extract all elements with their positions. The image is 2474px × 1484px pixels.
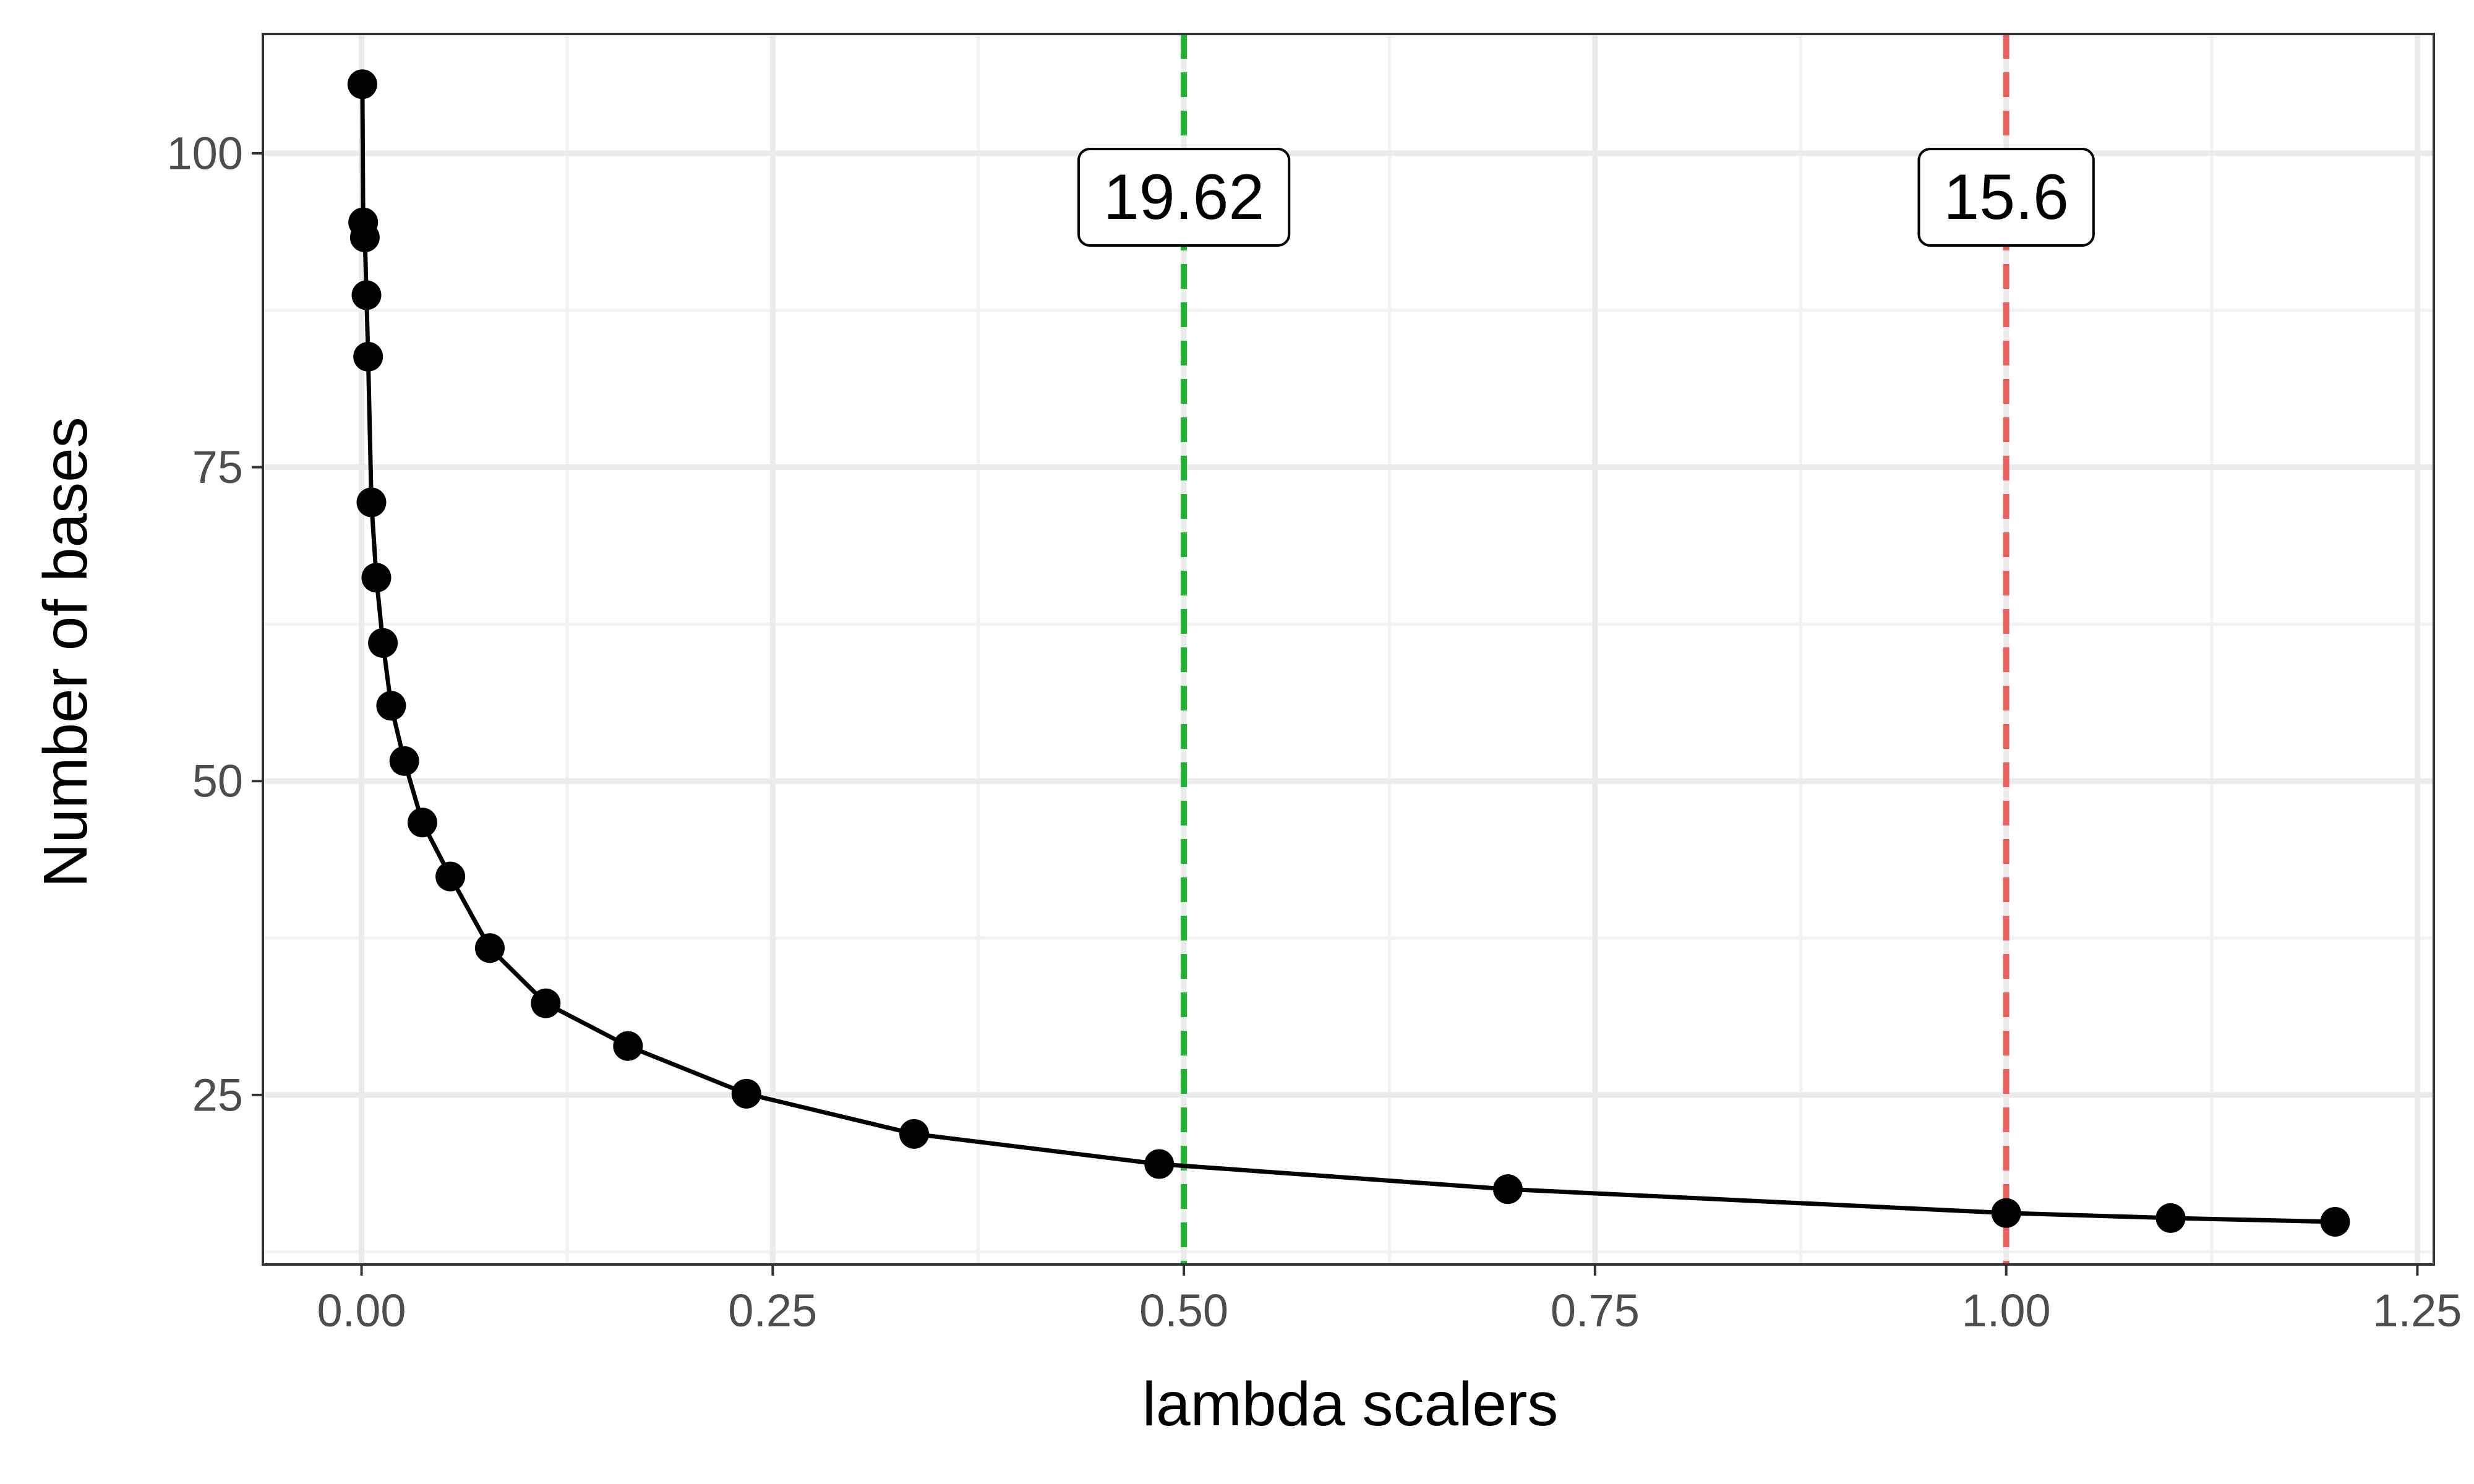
data-point	[474, 933, 505, 963]
data-point	[351, 280, 382, 310]
x-tick-label: 1.25	[2373, 1285, 2462, 1336]
data-point	[435, 861, 466, 892]
data-point	[1492, 1174, 1523, 1205]
y-tick-label: 50	[192, 756, 243, 807]
data-point	[353, 341, 383, 372]
data-point	[347, 69, 377, 100]
data-point	[361, 563, 392, 593]
data-point	[899, 1119, 929, 1149]
data-point	[2320, 1206, 2350, 1237]
data-point	[376, 691, 406, 721]
data-point	[356, 487, 387, 518]
data-point	[613, 1031, 643, 1061]
x-tick-label: 0.50	[1139, 1285, 1228, 1336]
x-tick-label: 0.25	[728, 1285, 817, 1336]
series-line-0	[360, 84, 2335, 1224]
data-point	[2155, 1203, 2186, 1233]
x-tick-label: 1.00	[1962, 1285, 2051, 1336]
data-point	[389, 746, 419, 776]
data-point	[407, 808, 437, 838]
annotation-box	[1077, 147, 1291, 247]
annotation-text: 19.62	[1103, 161, 1264, 233]
annotation-text: 15.6	[1943, 161, 2068, 233]
data-point	[1144, 1149, 1175, 1179]
annotation-box	[1917, 147, 2095, 247]
annotation-label-0: 19.62	[1077, 147, 1291, 247]
y-tick-label: 100	[167, 127, 243, 179]
data-point	[531, 988, 561, 1018]
y-axis: 25 50 75 100	[167, 127, 263, 1120]
x-axis: 0.00 0.25 0.50 0.75 1.00 1.25	[317, 1264, 2462, 1336]
annotations: 19.62 15.6	[1077, 147, 2095, 247]
data-point	[1991, 1198, 2021, 1228]
x-tick-label: 0.00	[317, 1285, 406, 1336]
data-point	[731, 1078, 761, 1109]
data-point	[349, 222, 380, 252]
annotation-label-1: 15.6	[1917, 147, 2095, 247]
data-series	[347, 69, 2350, 1237]
panel-border	[262, 33, 2435, 1266]
y-axis-title: Number of bases	[31, 417, 100, 887]
x-axis-title: lambda scalers	[1142, 1370, 1559, 1439]
y-tick-label: 25	[192, 1069, 243, 1120]
x-tick-label: 0.75	[1551, 1285, 1640, 1336]
y-tick-label: 75	[192, 441, 243, 493]
minor-gridlines	[263, 34, 2434, 1264]
data-point	[368, 628, 398, 658]
